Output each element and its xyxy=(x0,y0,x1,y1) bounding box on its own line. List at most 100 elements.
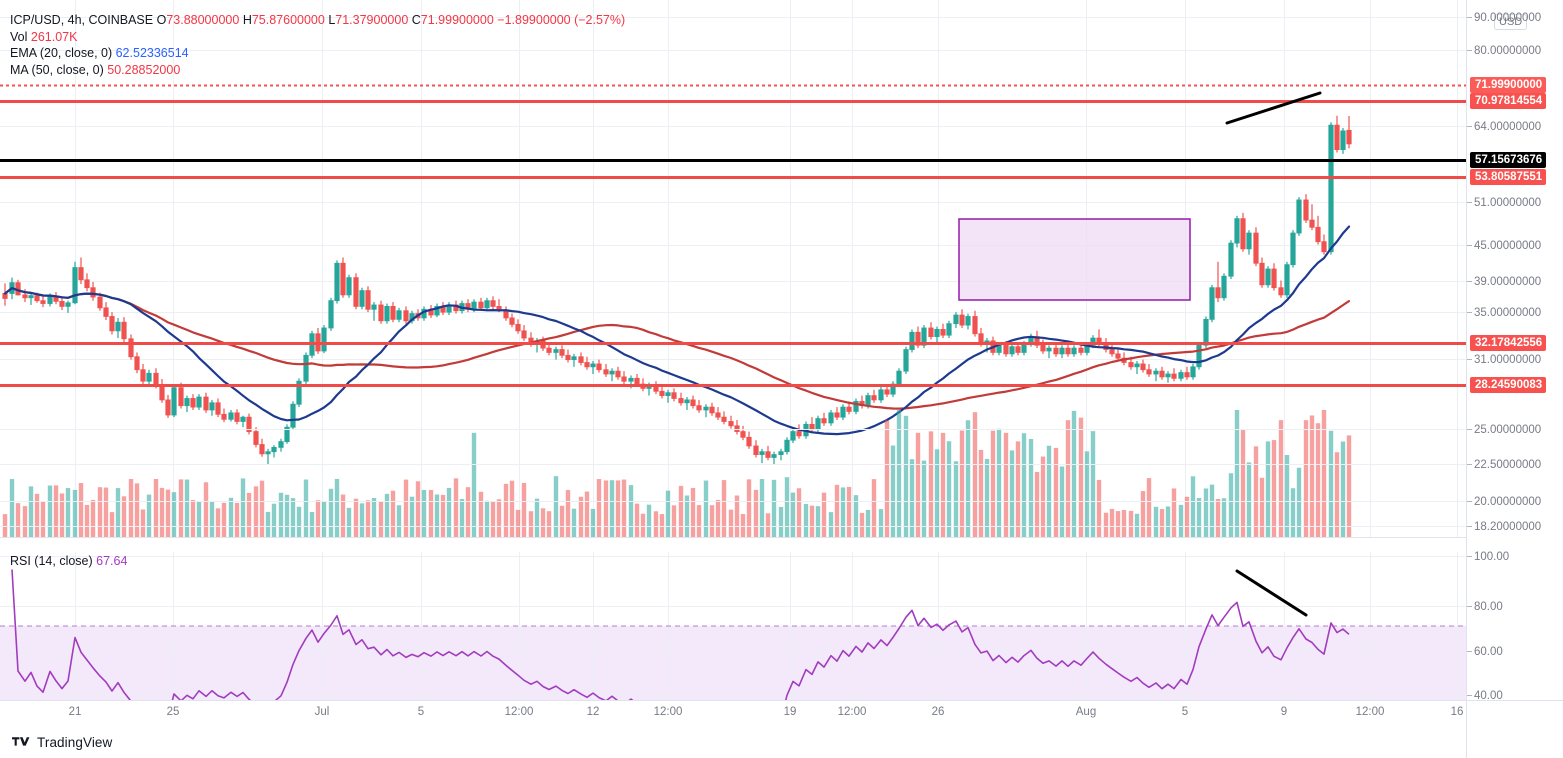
rsi-legend[interactable]: RSI (14, close) 67.64 xyxy=(10,553,127,570)
candle-body xyxy=(128,338,134,358)
volume-bar xyxy=(965,420,971,537)
volume-bar xyxy=(403,479,409,537)
volume-bar xyxy=(909,459,915,537)
volume-bar xyxy=(821,492,827,537)
candle-body xyxy=(546,347,552,353)
rsi-pane[interactable] xyxy=(0,552,1466,700)
candle-body xyxy=(59,300,65,307)
volume-pane[interactable] xyxy=(0,538,1466,552)
volume-bar xyxy=(978,449,984,537)
volume-bar xyxy=(253,486,259,537)
candle-body xyxy=(1234,218,1240,244)
candle-body xyxy=(621,376,627,382)
price-level-badge[interactable]: 71.99900000 xyxy=(1470,77,1547,93)
volume-bar xyxy=(2,514,8,537)
candle-body xyxy=(1184,372,1190,378)
candle-body xyxy=(1128,362,1134,368)
volume-bar xyxy=(603,480,609,537)
time-axis-tick-label: 26 xyxy=(931,706,945,718)
candle-body xyxy=(1303,199,1309,221)
volume-bar xyxy=(59,493,65,537)
change-value: −1.89900000 (−2.57%) xyxy=(497,13,626,27)
volume-bar xyxy=(609,480,615,537)
candle-body xyxy=(684,399,690,404)
candle-body xyxy=(628,377,634,382)
axis-tick-mark xyxy=(1467,556,1472,557)
candle-body xyxy=(1284,264,1290,296)
time-axis-tick-label: Aug xyxy=(1075,706,1097,718)
candle-body xyxy=(959,314,965,326)
candle-body xyxy=(946,323,952,336)
price-level-badge[interactable]: 28.24590083 xyxy=(1470,377,1547,393)
volume-bar xyxy=(165,489,171,537)
volume-bar xyxy=(809,505,815,537)
rsi-trendline-drawing[interactable] xyxy=(1235,569,1308,617)
volume-bar xyxy=(828,512,834,537)
trendline-drawing[interactable] xyxy=(1225,91,1322,125)
price-level-badge[interactable]: 70.97814554 xyxy=(1470,93,1547,109)
volume-bar xyxy=(703,480,709,537)
volume-bar xyxy=(684,495,690,537)
legend-volume-row[interactable]: Vol 261.07K xyxy=(10,29,625,46)
axis-tick-mark xyxy=(1467,202,1472,203)
volume-bar xyxy=(734,495,740,537)
volume-bar xyxy=(334,478,340,537)
symbol-label[interactable]: ICP/USD, 4h, COINBASE xyxy=(10,13,154,27)
price-pane[interactable] xyxy=(0,0,1466,538)
volume-bar xyxy=(1203,488,1209,537)
candle-body xyxy=(209,402,215,411)
tradingview-logo[interactable]: TradingView xyxy=(12,735,112,750)
candle-body xyxy=(97,296,103,309)
volume-bar xyxy=(78,483,84,537)
volume-bar xyxy=(509,480,515,537)
candle-body xyxy=(690,399,696,407)
volume-bar xyxy=(528,511,534,537)
candle-body xyxy=(265,451,271,455)
volume-bar xyxy=(40,501,46,537)
legend-ma-row[interactable]: MA (50, close, 0) 50.28852000 xyxy=(10,62,625,79)
candle-body xyxy=(78,267,84,281)
volume-label: Vol xyxy=(10,29,28,44)
price-axis-tick-label: 80.00000000 xyxy=(1474,45,1542,57)
volume-bar xyxy=(709,505,715,537)
volume-bar xyxy=(1146,478,1152,537)
time-axis[interactable]: 21 25 Jul 5 12:00 12 12:00 19 12:00 26 Aug 5 9 12:00 1… xyxy=(0,700,1563,726)
price-level-badge[interactable]: 32.17842556 xyxy=(1470,335,1547,351)
candle-body xyxy=(1040,344,1046,352)
candle-body xyxy=(778,451,784,455)
price-axis[interactable]: USD 90.00000000 80.00000000 64.00000000 51.… xyxy=(1466,0,1563,758)
volume-bar xyxy=(1109,508,1115,537)
volume-bar xyxy=(584,491,590,537)
volume-bar xyxy=(1165,506,1171,537)
volume-bar xyxy=(659,514,665,537)
candle-body xyxy=(84,279,90,289)
volume-bar xyxy=(371,497,377,537)
rsi-axis-tick-label: 40.00 xyxy=(1474,690,1503,702)
volume-bar xyxy=(878,509,884,537)
volume-bar xyxy=(553,476,559,537)
candle-body xyxy=(1190,366,1196,378)
price-level-badge[interactable]: 57.15673676 xyxy=(1470,152,1547,168)
volume-bar xyxy=(1278,420,1284,537)
candle-body xyxy=(240,416,246,422)
open-value: 73.88000000 xyxy=(166,13,240,27)
candle-body xyxy=(1059,347,1065,355)
candle-body xyxy=(246,416,252,432)
candle-body xyxy=(396,310,402,320)
price-level-badge[interactable]: 53.80587551 xyxy=(1470,169,1547,185)
volume-bar xyxy=(896,410,902,537)
rectangle-drawing[interactable] xyxy=(958,218,1191,301)
time-axis-tick-label: 12:00 xyxy=(837,706,867,718)
volume-bar xyxy=(671,505,677,537)
volume-bar xyxy=(1115,511,1121,537)
legend-ema-row[interactable]: EMA (20, close, 0) 62.52336514 xyxy=(10,45,625,62)
legend-ohlc-row[interactable]: ICP/USD, 4h, COINBASE O73.88000000 H75.8… xyxy=(10,12,625,29)
candle-body xyxy=(834,412,840,418)
currency-chip[interactable]: USD xyxy=(1494,14,1528,30)
candle-body xyxy=(1328,124,1334,253)
volume-bar xyxy=(171,492,177,537)
volume-bar xyxy=(959,430,965,537)
volume-bar xyxy=(940,432,946,537)
candle-body xyxy=(40,300,46,304)
candle-body xyxy=(809,423,815,430)
